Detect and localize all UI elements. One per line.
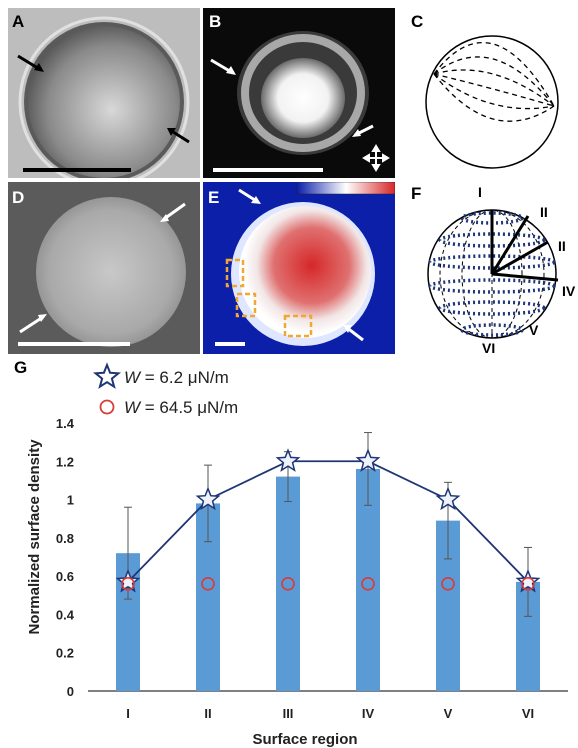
- bar: [276, 476, 300, 691]
- series-line: [127, 460, 529, 583]
- panel-e-heatmap: [203, 182, 395, 354]
- y-tick-label: 0.6: [56, 569, 74, 584]
- circle-marker: [121, 576, 135, 591]
- x-tick-label: III: [283, 706, 294, 721]
- region-label-iv: IV: [562, 283, 576, 299]
- star-marker: [195, 486, 221, 511]
- y-tick-label: 1: [67, 493, 74, 508]
- star-marker: [115, 568, 141, 593]
- x-tick-label: IV: [362, 706, 375, 721]
- panel-c-label: C: [411, 12, 424, 31]
- region-label-i: I: [478, 184, 482, 200]
- panel-b-label: B: [209, 12, 222, 31]
- x-tick-label: I: [126, 706, 130, 721]
- bar: [356, 468, 380, 691]
- star-marker: [435, 486, 461, 511]
- chart-legend: W = 6.2 μN/m W = 64.5 μN/m: [92, 362, 238, 417]
- legend-circle-marker: [99, 399, 115, 415]
- panel-b-image: [203, 8, 395, 178]
- circle-marker: [281, 576, 295, 591]
- panel-g-label: G: [14, 358, 28, 377]
- y-tick-label: 0.8: [56, 531, 74, 546]
- legend-circle-label: W = 64.5 μN/m: [124, 398, 238, 417]
- circle-marker: [201, 576, 215, 591]
- panel-d-image: [8, 182, 200, 354]
- legend-star-label: W = 6.2 μN/m: [124, 368, 229, 387]
- panel-d-label: D: [12, 188, 25, 207]
- circle-marker: [521, 576, 535, 591]
- y-tick-label: 1.2: [56, 454, 74, 469]
- panel-a-label: A: [12, 12, 25, 31]
- star-marker: [275, 448, 301, 472]
- star-marker: [355, 448, 381, 472]
- x-tick-label: V: [444, 706, 453, 721]
- region-label-v: V: [529, 322, 539, 338]
- star-marker: [515, 568, 541, 593]
- panel-c-diagram: [425, 35, 559, 169]
- panel-e-label: E: [208, 188, 220, 207]
- y-tick-label: 0: [67, 684, 74, 699]
- region-label-vi: VI: [482, 340, 496, 356]
- y-tick-label: 0.4: [56, 607, 75, 622]
- y-tick-label: 0.2: [56, 646, 74, 661]
- x-axis-title: Surface region: [252, 731, 357, 748]
- legend-star-marker: [92, 362, 122, 389]
- panel-f-diagram: [427, 209, 559, 339]
- circle-marker: [361, 576, 375, 591]
- panel-a-image: [8, 8, 200, 178]
- region-label-ii: II: [540, 204, 548, 220]
- circle-marker: [441, 576, 455, 591]
- region-label-ii-second: II: [558, 238, 566, 254]
- x-tick-label: II: [204, 706, 211, 721]
- panel-f-label: F: [411, 184, 422, 203]
- y-tick-label: 1.4: [56, 416, 75, 431]
- x-tick-label: VI: [522, 706, 534, 721]
- y-axis-title: Normalized surface density: [26, 439, 43, 635]
